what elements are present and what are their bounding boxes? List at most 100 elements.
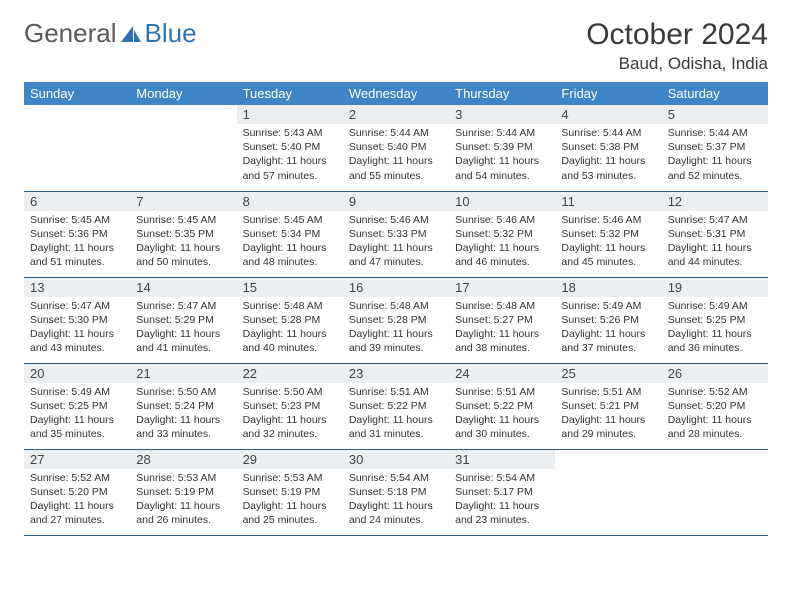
calendar-cell <box>662 449 768 535</box>
calendar-cell: 21Sunrise: 5:50 AMSunset: 5:24 PMDayligh… <box>130 363 236 449</box>
day-data: Sunrise: 5:49 AMSunset: 5:25 PMDaylight:… <box>662 297 768 360</box>
weekday-header: Monday <box>130 82 236 105</box>
calendar-cell: 2Sunrise: 5:44 AMSunset: 5:40 PMDaylight… <box>343 105 449 191</box>
day-data: Sunrise: 5:48 AMSunset: 5:28 PMDaylight:… <box>237 297 343 360</box>
day-data: Sunrise: 5:50 AMSunset: 5:23 PMDaylight:… <box>237 383 343 446</box>
month-title: October 2024 <box>586 18 768 52</box>
calendar-cell: 27Sunrise: 5:52 AMSunset: 5:20 PMDayligh… <box>24 449 130 535</box>
calendar-cell: 23Sunrise: 5:51 AMSunset: 5:22 PMDayligh… <box>343 363 449 449</box>
weekday-header: Wednesday <box>343 82 449 105</box>
day-number: 28 <box>130 450 236 469</box>
day-data: Sunrise: 5:49 AMSunset: 5:26 PMDaylight:… <box>555 297 661 360</box>
day-number: 12 <box>662 192 768 211</box>
day-number: 5 <box>662 105 768 124</box>
logo-text-blue: Blue <box>145 18 197 49</box>
day-data: Sunrise: 5:52 AMSunset: 5:20 PMDaylight:… <box>24 469 130 532</box>
weekday-header: Saturday <box>662 82 768 105</box>
title-block: October 2024 Baud, Odisha, India <box>586 18 768 74</box>
weekday-header: Friday <box>555 82 661 105</box>
logo: General Blue <box>24 18 197 49</box>
calendar-cell: 16Sunrise: 5:48 AMSunset: 5:28 PMDayligh… <box>343 277 449 363</box>
calendar-cell: 19Sunrise: 5:49 AMSunset: 5:25 PMDayligh… <box>662 277 768 363</box>
calendar-table: SundayMondayTuesdayWednesdayThursdayFrid… <box>24 82 768 536</box>
day-number: 2 <box>343 105 449 124</box>
calendar-cell: 4Sunrise: 5:44 AMSunset: 5:38 PMDaylight… <box>555 105 661 191</box>
calendar-row: 6Sunrise: 5:45 AMSunset: 5:36 PMDaylight… <box>24 191 768 277</box>
day-number: 11 <box>555 192 661 211</box>
calendar-row: 1Sunrise: 5:43 AMSunset: 5:40 PMDaylight… <box>24 105 768 191</box>
calendar-cell: 29Sunrise: 5:53 AMSunset: 5:19 PMDayligh… <box>237 449 343 535</box>
day-number: 17 <box>449 278 555 297</box>
weekday-header: Sunday <box>24 82 130 105</box>
header: General Blue October 2024 Baud, Odisha, … <box>24 18 768 74</box>
calendar-cell: 20Sunrise: 5:49 AMSunset: 5:25 PMDayligh… <box>24 363 130 449</box>
day-number: 23 <box>343 364 449 383</box>
day-number: 19 <box>662 278 768 297</box>
day-data: Sunrise: 5:49 AMSunset: 5:25 PMDaylight:… <box>24 383 130 446</box>
calendar-cell: 13Sunrise: 5:47 AMSunset: 5:30 PMDayligh… <box>24 277 130 363</box>
day-number: 26 <box>662 364 768 383</box>
day-data: Sunrise: 5:47 AMSunset: 5:30 PMDaylight:… <box>24 297 130 360</box>
day-data: Sunrise: 5:46 AMSunset: 5:32 PMDaylight:… <box>449 211 555 274</box>
day-number: 21 <box>130 364 236 383</box>
calendar-cell: 1Sunrise: 5:43 AMSunset: 5:40 PMDaylight… <box>237 105 343 191</box>
day-data: Sunrise: 5:52 AMSunset: 5:20 PMDaylight:… <box>662 383 768 446</box>
day-data: Sunrise: 5:53 AMSunset: 5:19 PMDaylight:… <box>237 469 343 532</box>
day-number: 7 <box>130 192 236 211</box>
calendar-cell: 22Sunrise: 5:50 AMSunset: 5:23 PMDayligh… <box>237 363 343 449</box>
calendar-cell <box>24 105 130 191</box>
day-number: 24 <box>449 364 555 383</box>
location: Baud, Odisha, India <box>586 54 768 74</box>
day-number: 9 <box>343 192 449 211</box>
calendar-cell: 30Sunrise: 5:54 AMSunset: 5:18 PMDayligh… <box>343 449 449 535</box>
day-data: Sunrise: 5:48 AMSunset: 5:28 PMDaylight:… <box>343 297 449 360</box>
calendar-cell: 12Sunrise: 5:47 AMSunset: 5:31 PMDayligh… <box>662 191 768 277</box>
day-number: 22 <box>237 364 343 383</box>
calendar-cell: 10Sunrise: 5:46 AMSunset: 5:32 PMDayligh… <box>449 191 555 277</box>
day-data: Sunrise: 5:43 AMSunset: 5:40 PMDaylight:… <box>237 124 343 187</box>
calendar-cell: 7Sunrise: 5:45 AMSunset: 5:35 PMDaylight… <box>130 191 236 277</box>
calendar-cell: 5Sunrise: 5:44 AMSunset: 5:37 PMDaylight… <box>662 105 768 191</box>
day-number: 10 <box>449 192 555 211</box>
day-data: Sunrise: 5:48 AMSunset: 5:27 PMDaylight:… <box>449 297 555 360</box>
day-number: 27 <box>24 450 130 469</box>
calendar-cell: 24Sunrise: 5:51 AMSunset: 5:22 PMDayligh… <box>449 363 555 449</box>
day-data: Sunrise: 5:45 AMSunset: 5:36 PMDaylight:… <box>24 211 130 274</box>
day-number: 4 <box>555 105 661 124</box>
calendar-cell: 15Sunrise: 5:48 AMSunset: 5:28 PMDayligh… <box>237 277 343 363</box>
day-data: Sunrise: 5:54 AMSunset: 5:17 PMDaylight:… <box>449 469 555 532</box>
calendar-cell: 6Sunrise: 5:45 AMSunset: 5:36 PMDaylight… <box>24 191 130 277</box>
calendar-cell <box>555 449 661 535</box>
day-number: 29 <box>237 450 343 469</box>
day-data: Sunrise: 5:47 AMSunset: 5:31 PMDaylight:… <box>662 211 768 274</box>
calendar-cell: 8Sunrise: 5:45 AMSunset: 5:34 PMDaylight… <box>237 191 343 277</box>
day-data: Sunrise: 5:44 AMSunset: 5:38 PMDaylight:… <box>555 124 661 187</box>
day-data: Sunrise: 5:51 AMSunset: 5:21 PMDaylight:… <box>555 383 661 446</box>
calendar-cell: 28Sunrise: 5:53 AMSunset: 5:19 PMDayligh… <box>130 449 236 535</box>
day-data: Sunrise: 5:53 AMSunset: 5:19 PMDaylight:… <box>130 469 236 532</box>
day-data: Sunrise: 5:46 AMSunset: 5:32 PMDaylight:… <box>555 211 661 274</box>
day-data: Sunrise: 5:45 AMSunset: 5:35 PMDaylight:… <box>130 211 236 274</box>
day-number: 30 <box>343 450 449 469</box>
day-data: Sunrise: 5:51 AMSunset: 5:22 PMDaylight:… <box>449 383 555 446</box>
day-data: Sunrise: 5:46 AMSunset: 5:33 PMDaylight:… <box>343 211 449 274</box>
calendar-cell: 11Sunrise: 5:46 AMSunset: 5:32 PMDayligh… <box>555 191 661 277</box>
calendar-row: 13Sunrise: 5:47 AMSunset: 5:30 PMDayligh… <box>24 277 768 363</box>
calendar-cell: 9Sunrise: 5:46 AMSunset: 5:33 PMDaylight… <box>343 191 449 277</box>
day-data: Sunrise: 5:44 AMSunset: 5:40 PMDaylight:… <box>343 124 449 187</box>
calendar-cell: 17Sunrise: 5:48 AMSunset: 5:27 PMDayligh… <box>449 277 555 363</box>
calendar-row: 20Sunrise: 5:49 AMSunset: 5:25 PMDayligh… <box>24 363 768 449</box>
calendar-cell: 25Sunrise: 5:51 AMSunset: 5:21 PMDayligh… <box>555 363 661 449</box>
day-number: 3 <box>449 105 555 124</box>
calendar-body: 1Sunrise: 5:43 AMSunset: 5:40 PMDaylight… <box>24 105 768 535</box>
weekday-header-row: SundayMondayTuesdayWednesdayThursdayFrid… <box>24 82 768 105</box>
day-number: 6 <box>24 192 130 211</box>
day-number: 25 <box>555 364 661 383</box>
day-number: 14 <box>130 278 236 297</box>
calendar-row: 27Sunrise: 5:52 AMSunset: 5:20 PMDayligh… <box>24 449 768 535</box>
calendar-cell: 14Sunrise: 5:47 AMSunset: 5:29 PMDayligh… <box>130 277 236 363</box>
day-number: 31 <box>449 450 555 469</box>
day-data: Sunrise: 5:50 AMSunset: 5:24 PMDaylight:… <box>130 383 236 446</box>
calendar-cell: 18Sunrise: 5:49 AMSunset: 5:26 PMDayligh… <box>555 277 661 363</box>
day-number: 1 <box>237 105 343 124</box>
